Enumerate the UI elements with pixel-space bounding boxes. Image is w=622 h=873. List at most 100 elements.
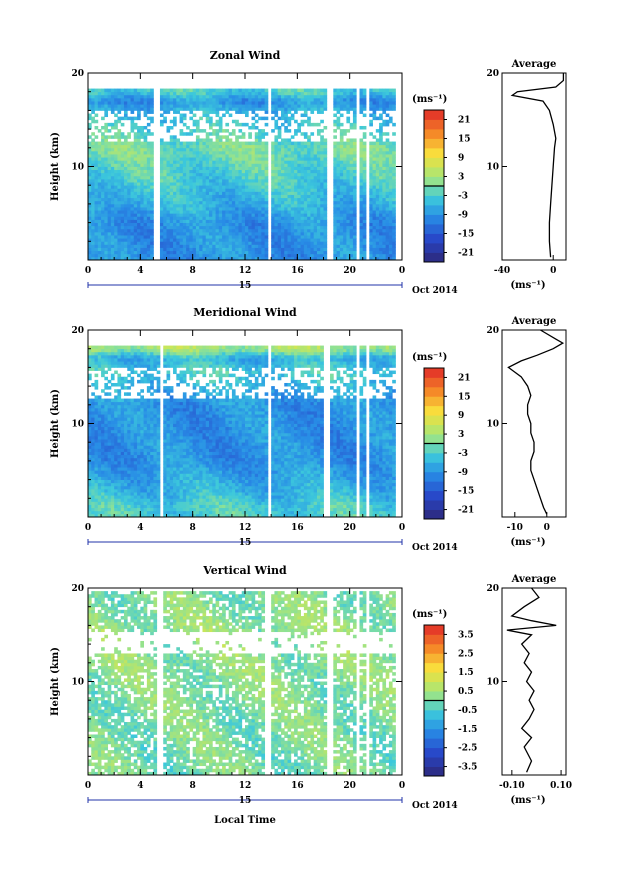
zonal-cell <box>375 88 380 93</box>
zonal-cell <box>137 256 141 261</box>
zonal-cell <box>205 144 210 149</box>
zonal-cell <box>215 172 220 177</box>
zonal-cell <box>271 141 275 146</box>
zonal-cell <box>362 175 367 180</box>
zonal-cell <box>218 222 223 227</box>
zonal-cell <box>218 188 223 192</box>
meridional-cell <box>120 467 125 471</box>
zonal-cell <box>271 250 275 255</box>
zonal-cell <box>238 88 243 93</box>
zonal-colorbar-swatch <box>424 214 444 225</box>
zonal-cell <box>277 141 282 146</box>
zonal-cell <box>316 219 321 223</box>
zonal-cell <box>264 256 269 261</box>
zonal-cell <box>104 150 109 155</box>
zonal-cell <box>241 200 246 205</box>
zonal-cell <box>104 169 109 174</box>
zonal-cell <box>264 166 269 171</box>
zonal-cell <box>107 169 112 174</box>
zonal-cell <box>101 219 105 223</box>
zonal-cell <box>222 228 226 233</box>
zonal-cell <box>163 169 167 174</box>
meridional-cell <box>97 348 102 353</box>
zonal-cell <box>284 107 288 111</box>
zonal-cell <box>294 244 298 248</box>
meridional-cell <box>123 476 128 480</box>
zonal-cell <box>163 228 167 233</box>
zonal-cell <box>231 172 236 177</box>
meridional-cell <box>120 451 125 456</box>
zonal-cell <box>127 210 131 214</box>
meridional-cell <box>94 435 99 440</box>
zonal-cell <box>372 169 377 174</box>
zonal-cell <box>388 244 393 248</box>
zonal-cell <box>313 107 318 111</box>
zonal-cell <box>359 110 364 114</box>
zonal-cell <box>186 228 190 233</box>
zonal-cell <box>202 113 207 118</box>
zonal-cell <box>202 194 207 199</box>
zonal-cell <box>94 200 99 205</box>
zonal-cell <box>189 219 194 223</box>
meridional-cell <box>123 451 128 456</box>
zonal-cell <box>362 104 367 108</box>
meridional-cell <box>101 454 105 459</box>
meridional-cell <box>107 470 112 474</box>
zonal-cell <box>307 235 311 239</box>
zonal-cell <box>372 231 377 236</box>
meridional-cell <box>91 358 95 362</box>
zonal-cell <box>97 97 102 102</box>
zonal-cell <box>316 122 321 127</box>
zonal-cell <box>130 250 135 255</box>
zonal-cell <box>222 188 226 192</box>
zonal-cell <box>146 150 151 155</box>
zonal-cell <box>225 247 230 252</box>
zonal-cell <box>238 104 243 108</box>
zonal-cell <box>169 247 174 252</box>
meridional-cell <box>101 464 105 468</box>
zonal-cell <box>287 163 292 167</box>
meridional-cell <box>120 442 125 446</box>
zonal-cell <box>284 231 288 236</box>
zonal-cell <box>192 191 197 195</box>
zonal-cell <box>300 216 305 220</box>
zonal-cell <box>238 216 243 220</box>
zonal-cell <box>277 253 282 258</box>
zonal-cell <box>294 175 298 180</box>
zonal-cell <box>254 88 259 93</box>
zonal-cell <box>379 207 383 211</box>
meridional-cell <box>107 467 112 471</box>
zonal-cell <box>294 210 298 214</box>
zonal-cell <box>294 101 298 105</box>
zonal-cell <box>212 157 216 161</box>
zonal-cell <box>280 256 285 261</box>
zonal-cell <box>323 147 328 152</box>
zonal-cell <box>117 225 122 230</box>
meridional-cell <box>104 488 109 493</box>
zonal-cell <box>297 194 301 199</box>
zonal-cell <box>137 125 141 130</box>
zonal-cell <box>163 147 167 152</box>
meridional-cell <box>91 473 95 477</box>
zonal-cell <box>323 219 328 223</box>
zonal-cell <box>254 200 259 205</box>
zonal-cell <box>310 132 315 136</box>
zonal-cell <box>258 150 262 155</box>
zonal-cell <box>385 256 390 261</box>
zonal-cell <box>362 135 367 139</box>
meridional-cell <box>114 354 118 359</box>
zonal-cell <box>274 97 279 102</box>
meridional-cell <box>120 364 125 368</box>
zonal-cell <box>130 147 135 152</box>
zonal-cell <box>251 247 256 252</box>
zonal-cell <box>88 203 92 208</box>
zonal-cell <box>104 101 109 105</box>
zonal-cell <box>91 147 95 152</box>
zonal-cell <box>225 110 230 114</box>
zonal-cell <box>346 160 351 164</box>
zonal-cell <box>284 200 288 205</box>
zonal-cell <box>349 172 354 177</box>
meridional-cell <box>94 470 99 474</box>
meridional-cell <box>104 479 109 484</box>
